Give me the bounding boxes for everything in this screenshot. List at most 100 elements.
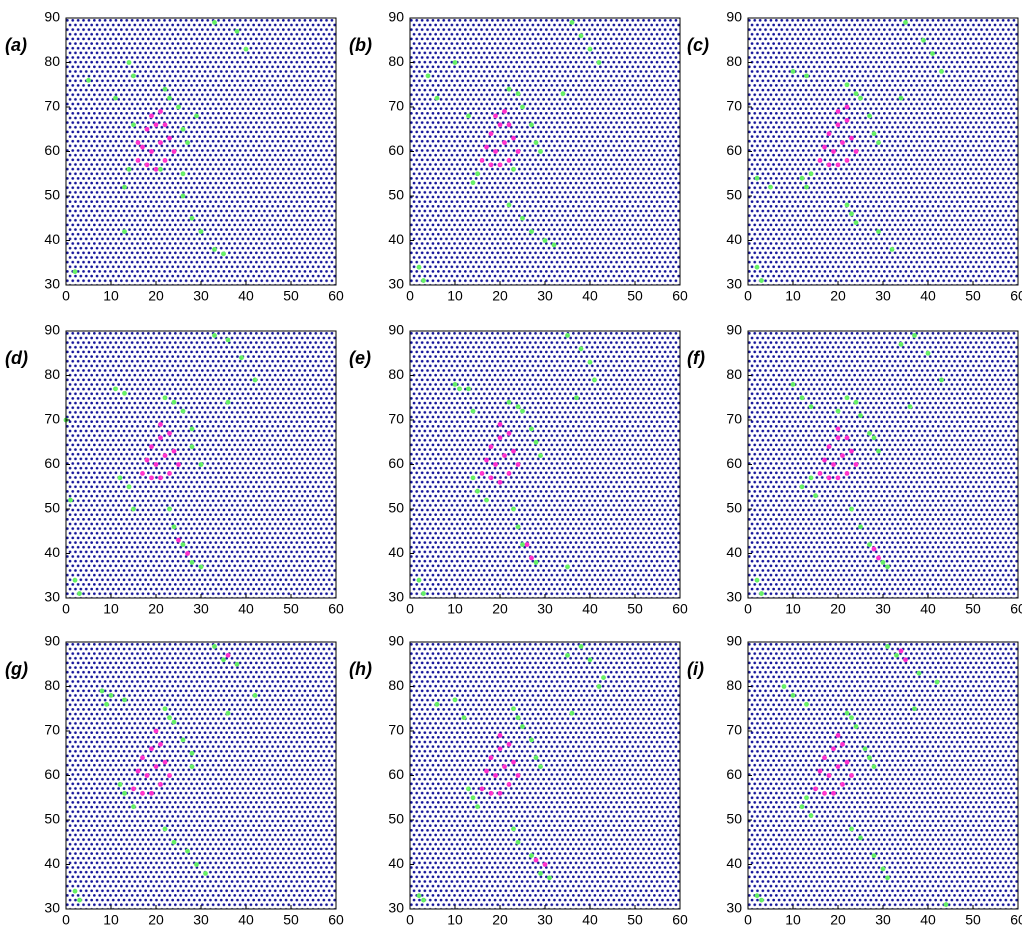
y-tick-label: 60: [726, 455, 742, 471]
point: [99, 688, 105, 694]
point: [167, 773, 172, 778]
point: [885, 644, 890, 649]
y-tick-label: 90: [388, 322, 404, 338]
x-tick-label: 30: [193, 912, 209, 928]
y-tick-label: 40: [726, 544, 742, 560]
point: [538, 453, 543, 458]
point: [759, 897, 764, 903]
panel-label: (g): [5, 659, 28, 679]
point: [515, 149, 521, 154]
x-tick-label: 10: [447, 288, 463, 304]
point: [198, 229, 204, 235]
point: [858, 524, 863, 530]
point: [826, 773, 832, 778]
point: [871, 546, 877, 552]
point: [592, 377, 597, 383]
y-tick-label: 80: [726, 53, 742, 69]
point: [831, 462, 836, 467]
point: [135, 768, 141, 774]
y-tick-label: 40: [726, 855, 742, 871]
point: [596, 684, 602, 689]
point: [871, 764, 877, 769]
panel-label: (h): [349, 659, 372, 679]
point: [799, 395, 805, 401]
point: [117, 475, 123, 481]
point: [122, 697, 127, 703]
point: [529, 853, 534, 858]
point: [542, 238, 548, 243]
x-tick-label: 60: [328, 601, 344, 617]
point: [826, 444, 832, 450]
point: [149, 746, 154, 752]
point: [524, 542, 530, 547]
x-tick-label: 60: [672, 601, 688, 617]
point: [189, 764, 195, 769]
x-tick-label: 30: [537, 912, 553, 928]
point: [835, 109, 841, 114]
point: [497, 435, 503, 441]
point: [754, 577, 760, 583]
point: [889, 247, 895, 252]
x-tick-label: 60: [672, 912, 688, 928]
point: [754, 175, 760, 181]
point: [225, 710, 231, 716]
point: [529, 229, 534, 235]
point: [844, 471, 850, 476]
point: [171, 399, 177, 405]
point: [912, 706, 917, 712]
point: [520, 408, 525, 414]
point: [167, 506, 172, 512]
point: [153, 122, 159, 128]
point: [153, 462, 159, 467]
point: [871, 131, 877, 137]
point: [533, 439, 539, 445]
point: [560, 91, 566, 97]
point: [225, 399, 231, 405]
point: [140, 144, 145, 150]
x-tick-label: 30: [537, 601, 553, 617]
point: [180, 193, 186, 199]
point: [511, 448, 516, 454]
point: [180, 737, 186, 743]
point: [853, 220, 859, 226]
point: [538, 871, 543, 876]
point: [176, 537, 181, 543]
y-tick-label: 60: [44, 455, 60, 471]
point: [768, 184, 773, 190]
point: [180, 542, 186, 547]
point: [880, 560, 886, 565]
x-tick-label: 0: [744, 288, 752, 304]
point: [126, 484, 132, 490]
point: [470, 795, 476, 801]
point: [131, 506, 136, 512]
point: [488, 475, 494, 481]
point: [506, 158, 512, 163]
point: [466, 113, 471, 119]
point: [153, 764, 159, 769]
point: [176, 462, 181, 467]
point: [497, 790, 503, 796]
point: [416, 264, 422, 270]
y-tick-label: 70: [726, 98, 742, 114]
x-tick-label: 0: [62, 601, 70, 617]
point: [799, 484, 805, 490]
lattice-background: [410, 642, 680, 909]
y-tick-label: 50: [44, 811, 60, 827]
point: [849, 715, 854, 721]
point: [565, 652, 570, 658]
point: [452, 697, 458, 703]
point: [898, 95, 904, 101]
point: [484, 497, 489, 503]
point: [804, 184, 809, 190]
y-tick-label: 90: [44, 9, 60, 25]
x-tick-label: 60: [1010, 912, 1022, 928]
point: [221, 657, 226, 663]
x-tick-label: 50: [627, 601, 643, 617]
lattice-background: [748, 331, 1018, 598]
y-tick-label: 80: [44, 366, 60, 382]
point: [122, 184, 127, 190]
point: [813, 493, 818, 499]
point: [799, 175, 805, 181]
y-tick-label: 80: [726, 366, 742, 382]
